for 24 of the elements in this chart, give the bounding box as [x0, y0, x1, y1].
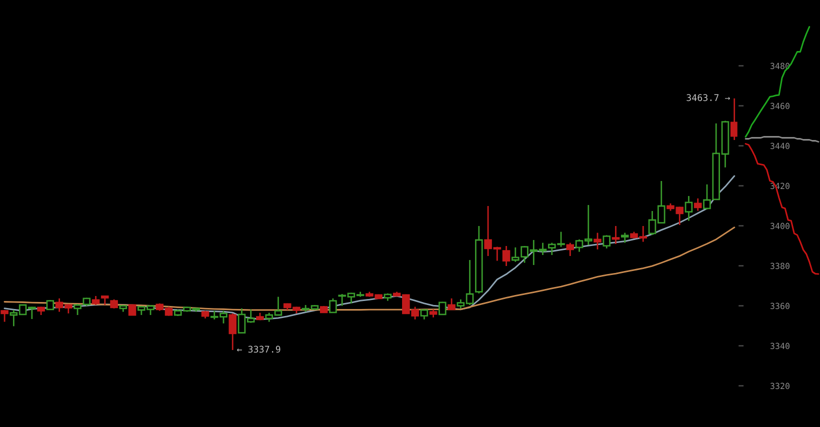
y-tick-label: 3460: [770, 102, 790, 110]
candlestick: [612, 225, 620, 245]
annotation: ← 3337.9: [237, 346, 280, 353]
candlestick: [228, 312, 237, 351]
candlestick: [566, 242, 574, 257]
y-tick-label: 3400: [770, 222, 790, 230]
candlestick: [438, 301, 446, 316]
candlestick: [101, 295, 109, 306]
candlestick: [594, 232, 602, 250]
candlestick: [694, 198, 702, 212]
y-tick-label: 3320: [770, 382, 790, 390]
candlestick: [620, 232, 629, 244]
y-tick-label: 3340: [770, 342, 790, 350]
candlestick: [684, 195, 693, 222]
y-tick-label: 3380: [770, 262, 790, 270]
candlestick: [329, 298, 337, 314]
line-series: [744, 143, 820, 275]
candlestick: [0, 309, 8, 322]
annotation: 3463.7 →: [686, 94, 730, 102]
y-tick-label: 3440: [770, 142, 790, 150]
candlestick: [730, 98, 738, 141]
candlestick: [502, 245, 510, 267]
y-tick-label: 3360: [770, 302, 790, 310]
candlestick: [602, 234, 611, 250]
